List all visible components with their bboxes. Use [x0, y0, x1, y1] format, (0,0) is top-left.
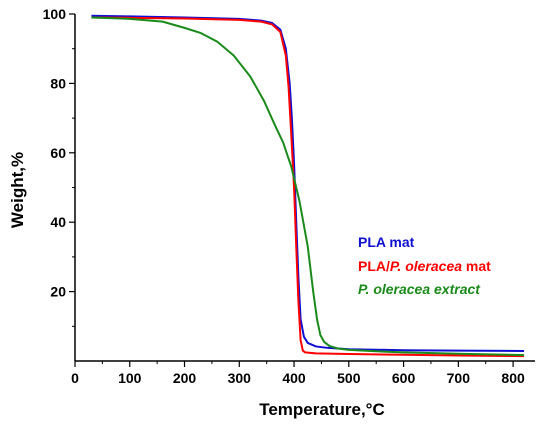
y-tick-label: 40 [50, 214, 66, 230]
y-tick-label: 80 [50, 75, 66, 91]
x-tick-label: 0 [71, 370, 79, 386]
series-line-2 [91, 16, 525, 358]
legend: PLA mat PLA/P. oleracea mat P. oleracea ex… [358, 234, 491, 297]
x-tick-label: 100 [118, 370, 142, 386]
legend-item-2: PLA/P. oleracea mat [358, 258, 491, 274]
axes: 0 100 200 300 400 500 600 700 800 20 40 60 80 100 [43, 6, 535, 386]
y-tick-label: 20 [50, 284, 66, 300]
y-axis-title: Weight,% [8, 152, 27, 228]
x-axis-title: Temperature,°C [259, 400, 385, 419]
x-tick-label: 800 [501, 370, 525, 386]
x-tick-label: 200 [173, 370, 197, 386]
y-tick-label: 60 [50, 145, 66, 161]
series-line-3 [91, 16, 525, 357]
series-line-1 [91, 14, 525, 352]
legend-item-1: PLA mat [358, 234, 415, 250]
x-tick-label: 400 [282, 370, 306, 386]
series-lines [91, 14, 525, 358]
x-tick-label: 500 [337, 370, 361, 386]
x-tick-label: 300 [228, 370, 252, 386]
x-tick-label: 600 [392, 370, 416, 386]
x-tick-label: 700 [447, 370, 471, 386]
legend-item-3: P. oleracea extract [358, 281, 481, 297]
y-tick-label: 100 [43, 6, 67, 22]
